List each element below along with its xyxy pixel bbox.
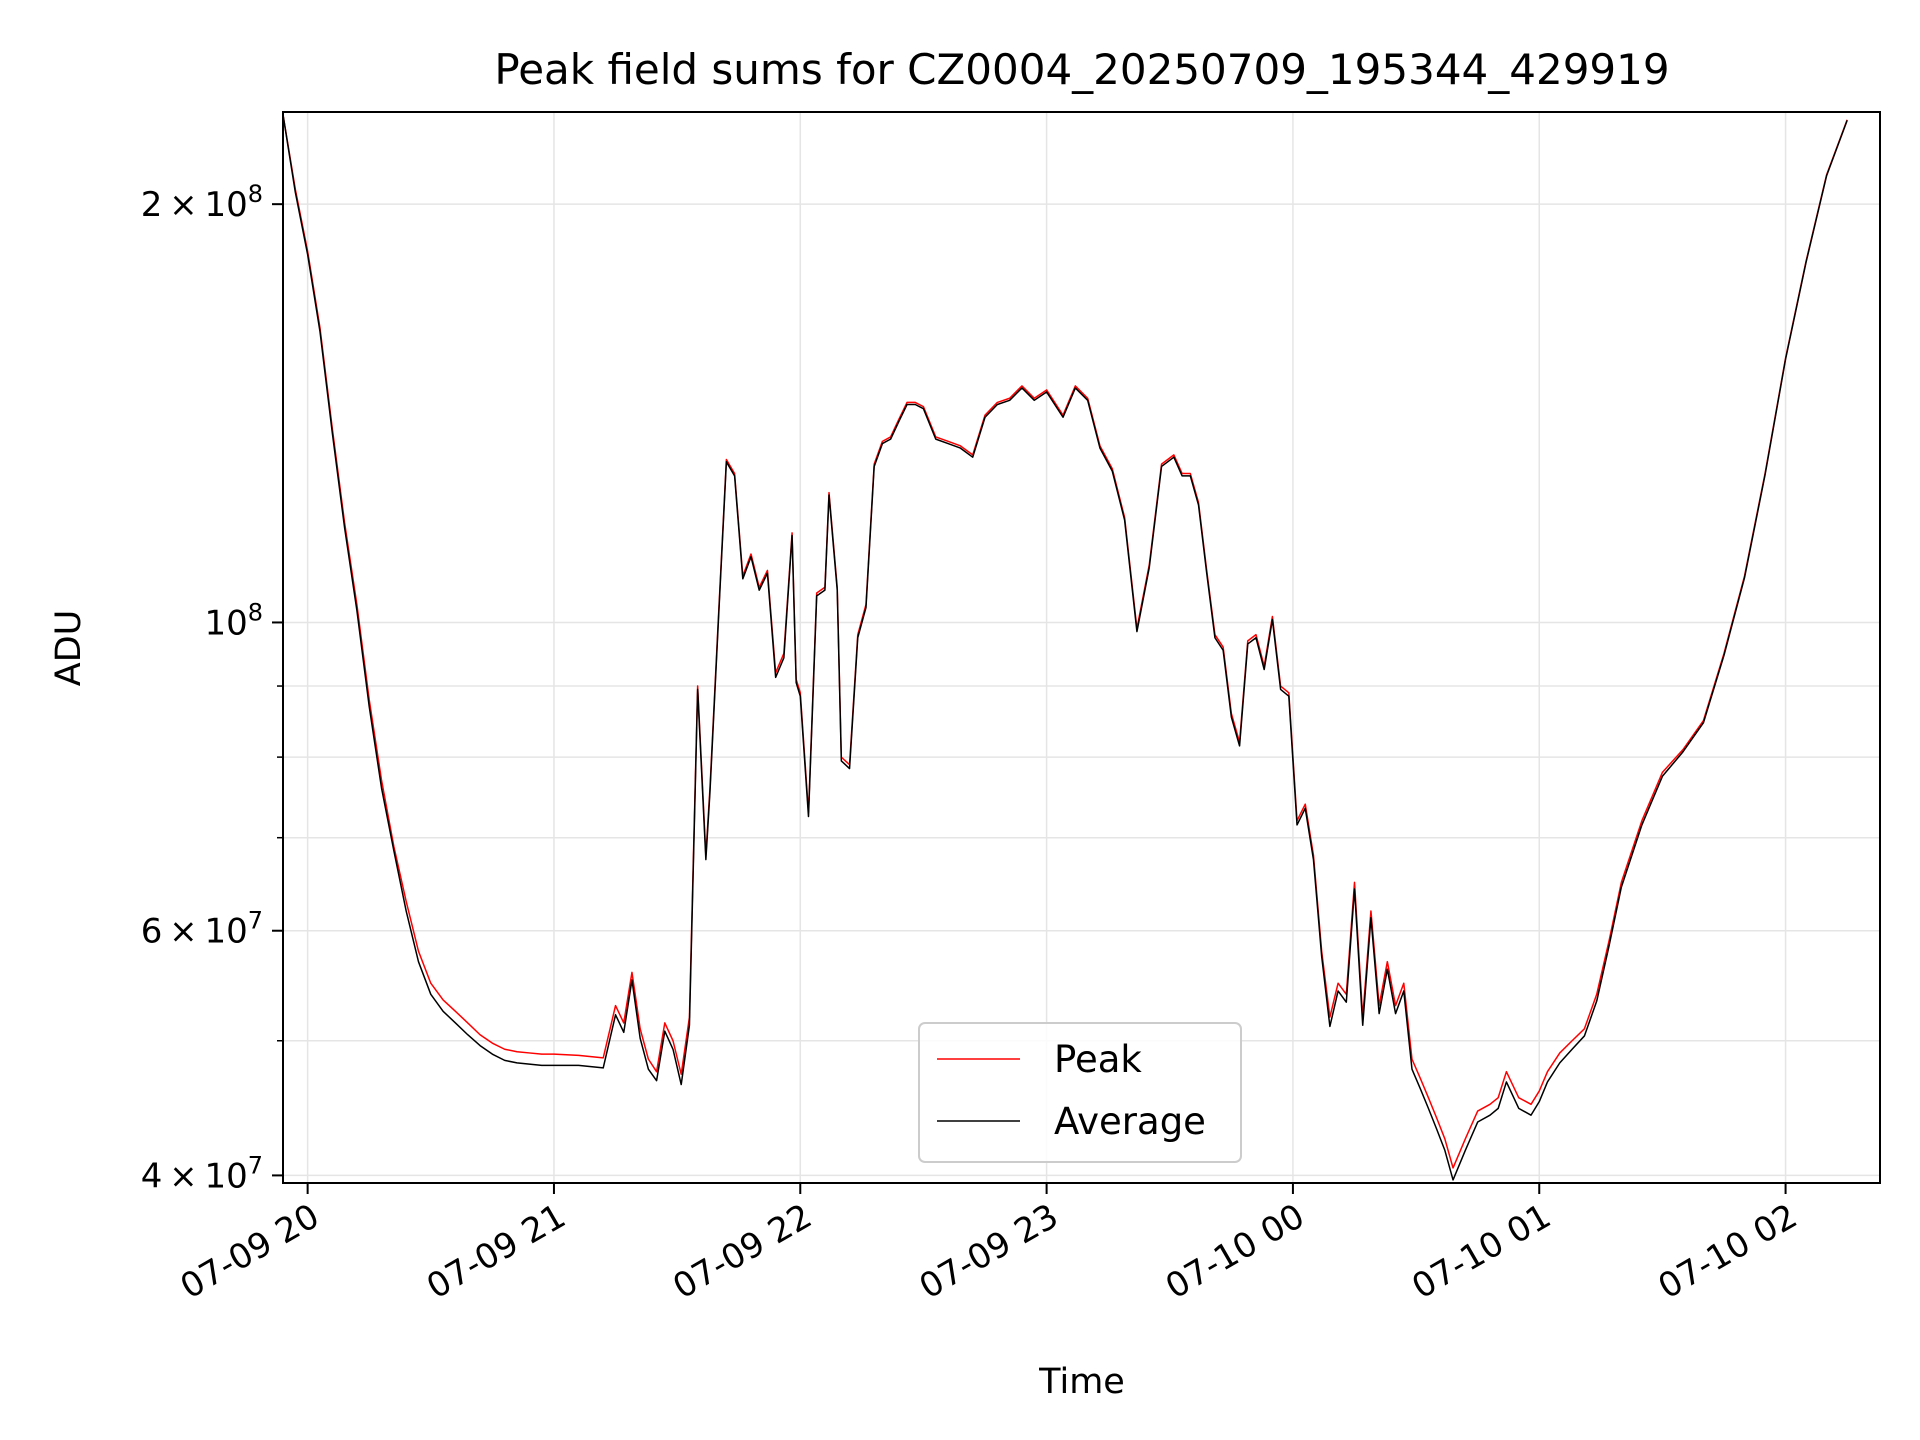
y-tick-label: 6 × 107 xyxy=(141,907,263,952)
legend: Peak Average xyxy=(918,1022,1242,1163)
y-tick-label: 4 × 107 xyxy=(141,1151,263,1196)
x-tick-label: 07-10 02 xyxy=(1652,1196,1804,1307)
series-layer xyxy=(283,114,1848,1181)
x-axis: 07-09 20 07-09 21 07-09 22 07-09 23 07-10 00… xyxy=(174,1183,1804,1307)
y-tick-label: 108 xyxy=(204,598,263,643)
x-tick-label: 07-09 23 xyxy=(913,1196,1065,1307)
legend-box xyxy=(918,1022,1242,1163)
x-tick-label: 07-10 00 xyxy=(1159,1196,1311,1307)
legend-label-peak: Peak xyxy=(1054,1038,1142,1081)
x-axis-label: Time xyxy=(1038,1362,1125,1402)
x-tick-label: 07-09 20 xyxy=(174,1196,326,1307)
chart-title: Peak field sums for CZ0004_20250709_1953… xyxy=(494,45,1669,94)
legend-label-average: Average xyxy=(1054,1100,1206,1143)
x-tick-label: 07-09 22 xyxy=(666,1196,818,1307)
grid-lines xyxy=(283,112,1880,1183)
y-axis: 4 × 107 6 × 107 108 2 × 108 xyxy=(141,180,283,1196)
y-tick-label: 2 × 108 xyxy=(141,180,263,225)
series-line-peak xyxy=(283,114,1848,1169)
plot-area-frame xyxy=(282,111,1881,1184)
y-axis-label: ADU xyxy=(49,610,89,687)
x-tick-label: 07-10 01 xyxy=(1405,1196,1557,1307)
x-tick-label: 07-09 21 xyxy=(420,1196,572,1307)
series-line-average xyxy=(283,114,1848,1181)
